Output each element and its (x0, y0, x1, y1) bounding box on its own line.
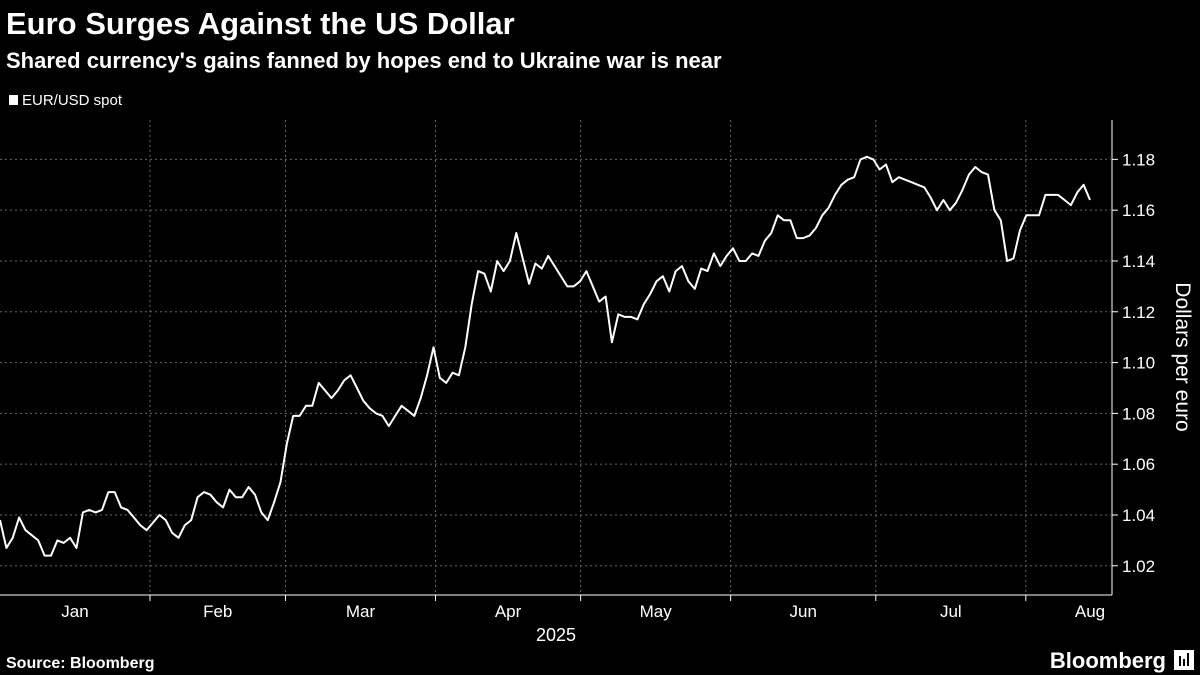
y-tick-label: 1.14 (1122, 252, 1155, 271)
chart-subtitle: Shared currency's gains fanned by hopes … (6, 48, 722, 73)
y-tick-label: 1.04 (1122, 506, 1155, 525)
chart-title: Euro Surges Against the US Dollar (6, 6, 515, 41)
y-tick-label: 1.18 (1122, 150, 1155, 169)
x-tick-label: Feb (203, 602, 232, 621)
x-tick-label: Jul (940, 602, 962, 621)
brand-icon-bar (1183, 659, 1185, 666)
x-tick-label: May (640, 602, 673, 621)
x-tick-label: Aug (1075, 602, 1105, 621)
x-tick-label: Jan (61, 602, 88, 621)
brand-icon-bar (1179, 656, 1181, 666)
y-tick-label: 1.02 (1122, 557, 1155, 576)
y-tick-label: 1.08 (1122, 404, 1155, 423)
x-tick-label: Apr (495, 602, 522, 621)
brand: Bloomberg (1050, 648, 1166, 673)
y-tick-label: 1.12 (1122, 303, 1155, 322)
y-tick-label: 1.06 (1122, 455, 1155, 474)
y-axis-title: Dollars per euro (1171, 282, 1194, 431)
legend-swatch (9, 95, 18, 105)
x-tick-label: Jun (790, 602, 817, 621)
y-tick-label: 1.10 (1122, 354, 1155, 373)
y-tick-label: 1.16 (1122, 201, 1155, 220)
brand-icon-bar (1187, 653, 1189, 666)
series-line (0, 155, 1091, 557)
x-tick-label: Mar (346, 602, 376, 621)
legend-label: EUR/USD spot (22, 92, 123, 109)
source: Source: Bloomberg (6, 655, 154, 672)
x-axis-title: 2025 (536, 625, 576, 645)
